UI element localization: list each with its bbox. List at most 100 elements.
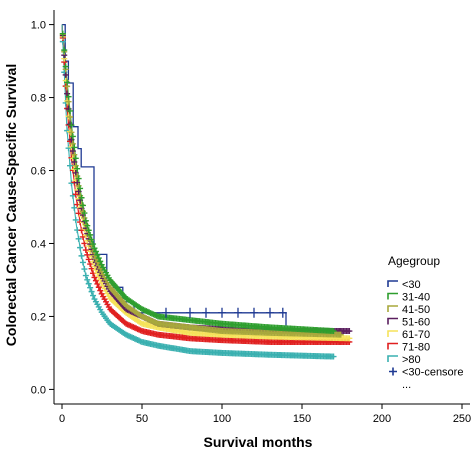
x-tick-label: 50: [136, 413, 148, 425]
censor-mark: [90, 241, 97, 248]
legend-swatch: [387, 305, 398, 312]
y-tick-label: 0.4: [31, 238, 46, 250]
censor-mark: [69, 133, 76, 140]
legend-label: 31-40: [402, 292, 430, 304]
legend-label: >80: [402, 354, 421, 366]
censor-mark: [74, 165, 81, 172]
censor-mark: [202, 307, 210, 318]
censor-mark: [186, 307, 194, 318]
censor-mark: [81, 210, 88, 217]
x-tick-label: 150: [293, 413, 311, 425]
censor-mark: [72, 162, 79, 169]
censor-mark: [67, 114, 73, 121]
censor-mark: [92, 255, 99, 262]
censor-mark: [94, 270, 101, 277]
censor-mark: [218, 307, 226, 318]
censor-mark: [95, 255, 102, 262]
censor-mark: [62, 71, 69, 78]
y-tick-label: 1.0: [31, 20, 46, 32]
censor-mark: [68, 180, 75, 187]
legend-swatch: [387, 317, 398, 325]
censor-mark: [72, 191, 79, 198]
censor-mark: [91, 274, 98, 281]
censor-mark: [65, 93, 72, 100]
censor-mark: [62, 63, 69, 70]
censor-mark: [79, 202, 86, 209]
censor-mark: [84, 251, 91, 258]
censor-mark: [82, 272, 89, 279]
censor-mark: [346, 328, 353, 335]
censor-mark: [77, 185, 84, 192]
censor-mark: [88, 288, 95, 295]
legend-label: <30-censore: [402, 367, 463, 379]
censor-mark: [71, 159, 78, 166]
x-tick-label: 0: [59, 413, 65, 425]
censor-mark: [95, 273, 102, 280]
censor-cluster-1: [59, 30, 337, 335]
legend-label: ...: [402, 379, 411, 391]
censor-mark: [64, 127, 71, 134]
legend-swatch: [387, 355, 398, 362]
censor-marks: [59, 30, 353, 360]
legend-swatch-censor: [389, 367, 397, 376]
censor-mark: [337, 331, 344, 338]
censor-mark: [78, 194, 85, 201]
censor-mark: [59, 30, 66, 37]
censor-mark: [97, 287, 104, 294]
y-tick-label: 0.8: [31, 93, 46, 105]
censor-mark: [97, 258, 104, 265]
censor-mark: [94, 280, 101, 287]
censor-mark: [250, 307, 258, 318]
censor-mark: [67, 162, 73, 169]
censor-mark: [330, 353, 337, 360]
y-tick-label: 0.0: [31, 384, 46, 396]
censor-mark: [67, 107, 73, 114]
censor-mark: [78, 252, 85, 259]
censor-mark: [234, 307, 242, 318]
x-tick-label: 200: [373, 413, 391, 425]
censor-mark: [85, 256, 92, 263]
series-line-0: [62, 23, 334, 332]
censor-cluster-6: [59, 38, 337, 360]
censor-mark: [91, 263, 98, 270]
x-tick-label: 250: [453, 413, 471, 425]
legend-swatch: [387, 280, 398, 287]
censor-mark: [81, 266, 88, 273]
censor-mark: [84, 276, 91, 283]
censor-mark: [72, 169, 79, 176]
censor-mark: [65, 145, 72, 152]
censor-mark: [346, 335, 353, 342]
censor-mark: [71, 144, 78, 151]
censor-mark: [68, 122, 75, 129]
legend-label: 41-50: [402, 304, 430, 316]
legend-label: 71-80: [402, 342, 430, 354]
x-axis-title: Survival months: [204, 434, 313, 450]
censor-mark: [69, 140, 76, 147]
y-tick-label: 0.2: [31, 311, 46, 323]
ticks: 0 50 100 150 200 250 0.0 0.2 0.4 0.6 0.8 1.0: [31, 20, 471, 425]
censor-mark: [330, 328, 337, 335]
censor-mark: [75, 175, 82, 182]
censor-mark: [162, 307, 170, 318]
legend-label: 61-70: [402, 329, 430, 341]
censor-mark: [61, 47, 68, 54]
censor-mark: [79, 259, 86, 266]
censor-mark: [85, 280, 92, 287]
censor-mark: [74, 179, 81, 186]
censor-mark: [91, 252, 98, 259]
censor-mark: [278, 307, 287, 318]
censor-mark: [75, 188, 82, 195]
censor-mark: [91, 245, 98, 252]
axes: [53, 10, 470, 405]
censor-mark: [90, 292, 97, 299]
legend-swatch: [387, 330, 398, 337]
legend-swatch: [387, 342, 398, 350]
censor-mark: [95, 262, 102, 269]
legend: Agegroup <3031-4041-5051-6061-7071-80>80…: [387, 254, 463, 391]
censor-mark: [92, 248, 99, 255]
legend-title: Agegroup: [388, 254, 440, 268]
censor-mark: [97, 276, 104, 283]
censor-mark: [69, 148, 76, 155]
